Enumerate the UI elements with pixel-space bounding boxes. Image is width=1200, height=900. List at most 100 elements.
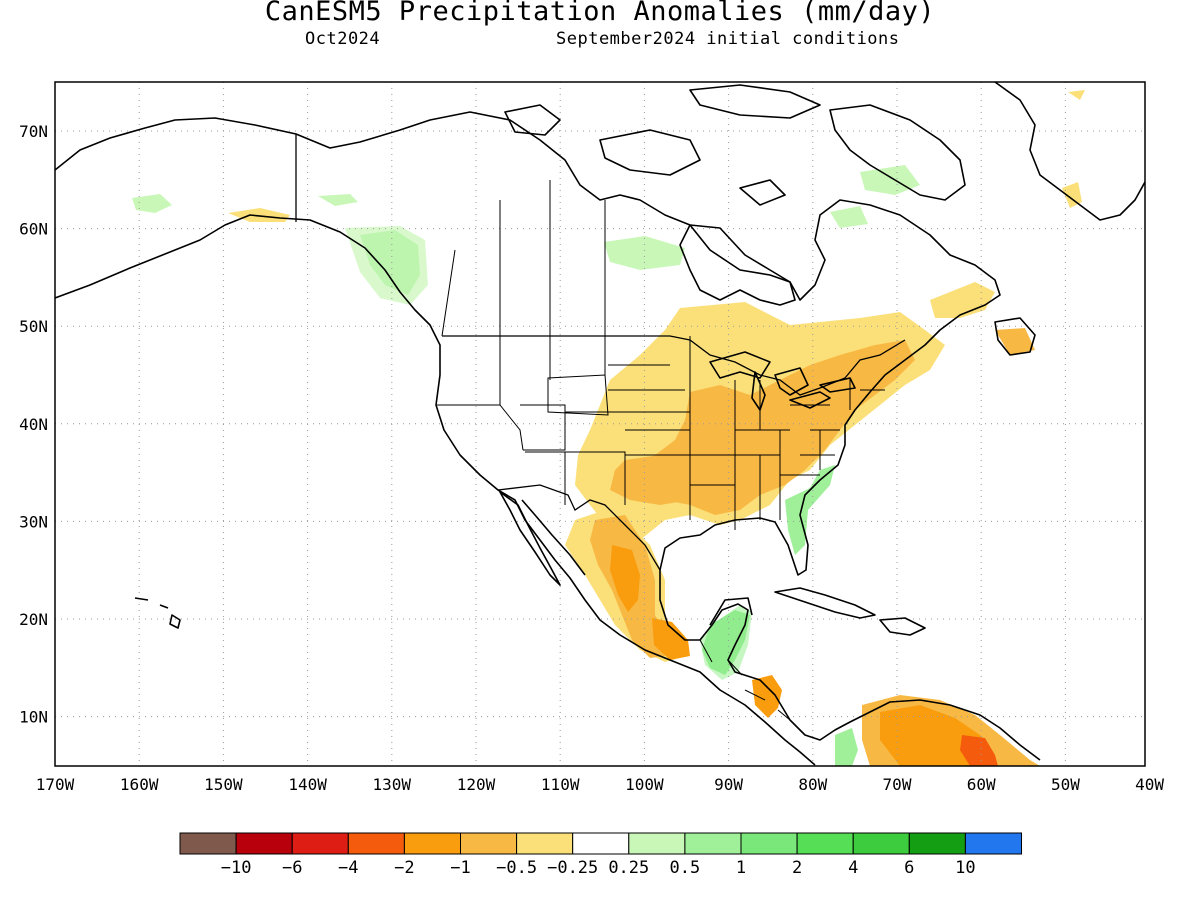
hudson-bay (679, 224, 796, 306)
anomaly-layer (132, 90, 1085, 766)
greenland-east-dry (1062, 182, 1082, 208)
colorbar-swatch (347, 832, 405, 855)
colorbar-swatch (740, 832, 798, 855)
baja-california (499, 491, 561, 586)
colorbar-tick-label: −0.5 (496, 858, 537, 878)
northeast-canada-dry (930, 282, 995, 318)
mexico-core-dry (610, 545, 640, 612)
colorbar-tick-label: −0.25 (547, 858, 598, 878)
quebec-wet (830, 206, 868, 228)
political-borders (295, 134, 906, 721)
colorbar-tick-label: 1 (736, 858, 746, 878)
yukon-wet (318, 194, 358, 206)
north-america-coast (55, 111, 1041, 761)
latitude-labels: 70N 60N 50N 40N 30N 20N 10N (19, 122, 48, 727)
colorbar-swatch (628, 832, 686, 855)
gulf-of-california (521, 499, 586, 576)
map-title: CanESM5 Precipitation Anomalies (mm/day) (264, 0, 936, 27)
ohio-valley-dry (640, 340, 915, 515)
colorbar-tick-label: −6 (282, 858, 302, 878)
pacific-coast (55, 214, 816, 766)
colorbar-swatch (964, 832, 1023, 855)
newfoundland (994, 317, 1036, 356)
greenland (994, 82, 1145, 221)
yucatan (709, 597, 753, 626)
colorbar-swatch (179, 832, 237, 855)
colorbar-tick-label: −1 (450, 858, 470, 878)
plains-dry (610, 455, 690, 505)
baffin-wet (860, 165, 920, 195)
central-america-light-wet (700, 605, 752, 680)
southampton-island (739, 179, 786, 206)
latitude-tick-label: 20N (19, 610, 48, 629)
graticule (55, 82, 1145, 766)
longitude-tick-label: 160W (120, 775, 159, 794)
colorbar-tick-label: 4 (848, 858, 858, 878)
florida-wet (785, 465, 835, 555)
longitude-tick-label: 80W (798, 775, 827, 794)
longitude-tick-label: 140W (288, 775, 327, 794)
victoria-island (599, 129, 701, 176)
longitude-tick-label: 40W (1135, 775, 1164, 794)
longitude-labels: 170W 160W 150W 140W 130W 120W 110W 100W 90W 80W 70… (36, 775, 1165, 794)
colorbar-swatch (516, 832, 574, 855)
longitude-tick-label: 130W (373, 775, 412, 794)
canada-province-lines (441, 180, 606, 337)
central-america-dry (752, 675, 782, 718)
bc-coast-light-wet (345, 226, 428, 305)
cuba (774, 587, 876, 619)
latitude-tick-label: 10N (19, 708, 48, 727)
colorbar-tick-label: 0.5 (670, 858, 701, 878)
map-content (55, 82, 1145, 766)
venezuela-core-dry (960, 735, 998, 766)
colorbar-tick-label: 0.25 (608, 858, 649, 878)
longitude-tick-label: 120W (457, 775, 496, 794)
longitude-tick-label: 70W (883, 775, 912, 794)
colorbar-swatch (908, 832, 966, 855)
longitude-tick-label: 90W (714, 775, 743, 794)
colorbar (179, 832, 1023, 855)
baffin-island (829, 104, 966, 201)
initial-conditions: September2024 initial conditions (556, 29, 900, 49)
hawaii (134, 597, 181, 629)
latitude-tick-label: 30N (19, 512, 48, 531)
latitude-tick-label: 40N (19, 415, 48, 434)
colorbar-tick-label: 6 (904, 858, 914, 878)
hispaniola (879, 617, 926, 636)
longitude-tick-label: 150W (204, 775, 243, 794)
forecast-month: Oct2024 (305, 29, 381, 49)
colorbar-swatch (403, 832, 461, 855)
longitude-tick-label: 170W (36, 775, 75, 794)
colorbar-swatch (460, 832, 518, 855)
greenland-north-dry (1068, 90, 1085, 100)
map-frame (54, 81, 1146, 767)
longitude-tick-label: 60W (967, 775, 996, 794)
colorbar-swatch (796, 832, 854, 855)
latitude-tick-label: 70N (19, 122, 48, 141)
colorbar-tick-label: −10 (221, 858, 252, 878)
colombia-wet (835, 728, 858, 766)
alaska-south-dry (228, 208, 290, 222)
colorbar-swatch (235, 832, 293, 855)
colorbar-swatch (291, 832, 349, 855)
latitude-tick-label: 60N (19, 220, 48, 239)
longitude-tick-label: 100W (625, 775, 664, 794)
mexico-south-dry (652, 618, 690, 660)
coastlines (55, 82, 1145, 766)
colorbar-swatch (684, 832, 742, 855)
ellesmere-island (689, 84, 821, 119)
alaska-wet (132, 194, 172, 213)
us-mexico-border (497, 484, 661, 571)
colorbar-swatch (572, 832, 630, 855)
colorbar-tick-label: −2 (394, 858, 414, 878)
newfoundland-dry (995, 328, 1035, 355)
colorbar-swatch (852, 832, 910, 855)
longitude-tick-label: 110W (541, 775, 580, 794)
hudson-wet (604, 236, 685, 270)
colorbar-tick-label: 2 (792, 858, 802, 878)
colorbar-tick-label: −4 (338, 858, 358, 878)
longitude-tick-label: 50W (1051, 775, 1080, 794)
colorbar-tick-label: 10 (955, 858, 975, 878)
colorbar-labels: −10 −6 −4 −2 −1 −0.5 −0.25 0.25 0.5 1 2 4 6 10 (221, 858, 976, 878)
